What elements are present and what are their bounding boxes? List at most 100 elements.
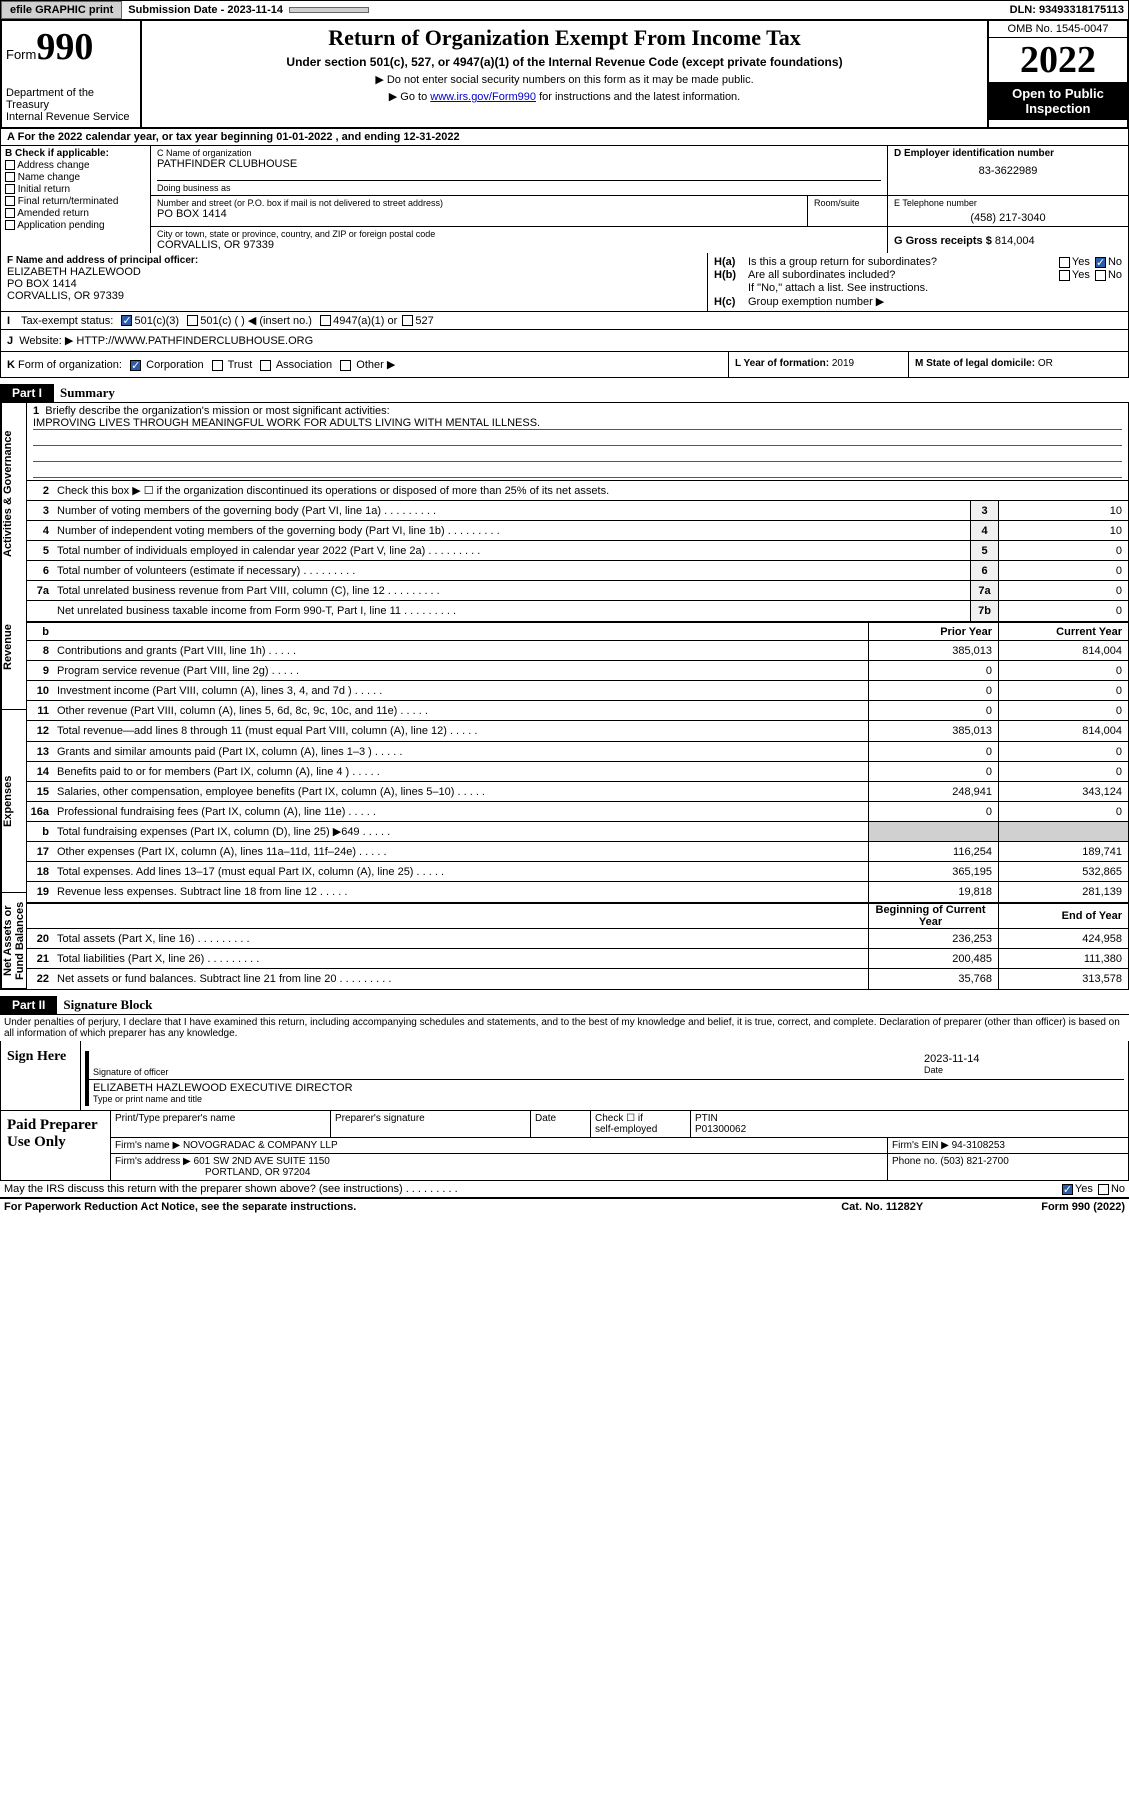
sig-name-label: Type or print name and title bbox=[93, 1094, 1124, 1104]
gross-label: G Gross receipts $ bbox=[894, 235, 995, 247]
cb-name-change[interactable]: Name change bbox=[5, 172, 146, 183]
part2-title: Signature Block bbox=[63, 997, 152, 1013]
org-name: PATHFINDER CLUBHOUSE bbox=[157, 158, 881, 170]
form-note1: ▶ Do not enter social security numbers o… bbox=[146, 73, 983, 86]
cb-assoc[interactable] bbox=[260, 360, 271, 371]
cb-527[interactable] bbox=[402, 315, 413, 326]
irs-link[interactable]: www.irs.gov/Form990 bbox=[430, 91, 536, 103]
discuss-yes[interactable] bbox=[1062, 1184, 1073, 1195]
cb-app-pending[interactable]: Application pending bbox=[5, 220, 146, 231]
officer-name: ELIZABETH HAZLEWOOD bbox=[7, 266, 701, 278]
hb-yes[interactable] bbox=[1059, 270, 1070, 281]
footer: For Paperwork Reduction Act Notice, see … bbox=[0, 1199, 1129, 1215]
ha-yes[interactable] bbox=[1059, 257, 1070, 268]
form-header: Form990 Department of the Treasury Inter… bbox=[0, 20, 1129, 129]
cb-address-change[interactable]: Address change bbox=[5, 160, 146, 171]
gov-row: 4Number of independent voting members of… bbox=[27, 521, 1128, 541]
sig-name: ELIZABETH HAZLEWOOD EXECUTIVE DIRECTOR bbox=[93, 1082, 1124, 1094]
col-c-org-info: C Name of organization PATHFINDER CLUBHO… bbox=[151, 146, 1128, 253]
year-formation: 2019 bbox=[832, 358, 854, 369]
tax-year: 2022 bbox=[989, 38, 1127, 82]
city-value: CORVALLIS, OR 97339 bbox=[157, 239, 881, 251]
side-expenses: Expenses bbox=[1, 710, 27, 893]
hb-no[interactable] bbox=[1095, 270, 1106, 281]
exp-row: 18Total expenses. Add lines 13–17 (must … bbox=[27, 862, 1128, 882]
firm-name: NOVOGRADAC & COMPANY LLP bbox=[183, 1140, 338, 1151]
submission-label: Submission Date - 2023-11-14 bbox=[122, 4, 289, 16]
net-row: 20Total assets (Part X, line 16)236,2534… bbox=[27, 929, 1128, 949]
cb-trust[interactable] bbox=[212, 360, 223, 371]
firm-ein: 94-3108253 bbox=[952, 1140, 1005, 1151]
eoy-hdr: End of Year bbox=[998, 904, 1128, 928]
gov-row: 2Check this box ▶ ☐ if the organization … bbox=[27, 481, 1128, 501]
gov-row: 7aTotal unrelated business revenue from … bbox=[27, 581, 1128, 601]
street-label: Number and street (or P.O. box if mail i… bbox=[157, 198, 801, 208]
form-note2: ▶ Go to www.irs.gov/Form990 for instruct… bbox=[146, 90, 983, 103]
officer-addr1: PO BOX 1414 bbox=[7, 278, 701, 290]
tel-value: (458) 217-3040 bbox=[894, 212, 1122, 224]
col-b-header: B Check if applicable: bbox=[5, 148, 146, 159]
side-revenue: Revenue bbox=[1, 585, 27, 710]
row-f-h: F Name and address of principal officer:… bbox=[0, 253, 1129, 312]
row-j-website: J Website: ▶ HTTP://WWW.PATHFINDERCLUBHO… bbox=[0, 330, 1129, 352]
sign-here-label: Sign Here bbox=[1, 1041, 81, 1110]
rev-row: 10Investment income (Part VIII, column (… bbox=[27, 681, 1128, 701]
cb-other[interactable] bbox=[340, 360, 351, 371]
net-row: 22Net assets or fund balances. Subtract … bbox=[27, 969, 1128, 989]
firm-addr: 601 SW 2ND AVE SUITE 1150 bbox=[194, 1156, 330, 1167]
efile-print-button[interactable]: efile GRAPHIC print bbox=[1, 1, 122, 19]
sig-date: 2023-11-14 bbox=[924, 1053, 1124, 1065]
form-label: Form bbox=[6, 47, 36, 62]
rev-row: 12Total revenue—add lines 8 through 11 (… bbox=[27, 721, 1128, 741]
side-governance: Activities & Governance bbox=[1, 403, 27, 585]
exp-row: 15Salaries, other compensation, employee… bbox=[27, 782, 1128, 802]
ha-no[interactable] bbox=[1095, 257, 1106, 268]
sig-officer-label: Signature of officer bbox=[93, 1067, 924, 1077]
form-title: Return of Organization Exempt From Incom… bbox=[146, 25, 983, 51]
top-bar: efile GRAPHIC print Submission Date - 20… bbox=[0, 0, 1129, 20]
summary-table: Activities & Governance Revenue Expenses… bbox=[0, 402, 1129, 990]
street-value: PO BOX 1414 bbox=[157, 208, 801, 220]
dept-treasury: Department of the Treasury bbox=[6, 87, 136, 111]
cb-4947[interactable] bbox=[320, 315, 331, 326]
main-info-block: B Check if applicable: Address change Na… bbox=[0, 146, 1129, 253]
officer-addr2: CORVALLIS, OR 97339 bbox=[7, 290, 701, 302]
bcy-hdr: Beginning of Current Year bbox=[868, 904, 998, 928]
ptin: P01300062 bbox=[695, 1124, 746, 1135]
cat-no: Cat. No. 11282Y bbox=[841, 1201, 1041, 1213]
cb-initial-return[interactable]: Initial return bbox=[5, 184, 146, 195]
omb-number: OMB No. 1545-0047 bbox=[989, 21, 1127, 38]
org-name-label: C Name of organization bbox=[157, 148, 881, 158]
dba-label: Doing business as bbox=[157, 183, 881, 193]
open-inspection: Open to Public Inspection bbox=[989, 82, 1127, 120]
discuss-row: May the IRS discuss this return with the… bbox=[0, 1181, 1129, 1199]
cb-501c[interactable] bbox=[187, 315, 198, 326]
gov-row: Net unrelated business taxable income fr… bbox=[27, 601, 1128, 621]
ein-value: 83-3622989 bbox=[894, 165, 1122, 177]
row-k-form-org: K Form of organization: Corporation Trus… bbox=[0, 352, 1129, 378]
city-label: City or town, state or province, country… bbox=[157, 229, 881, 239]
net-row: 21Total liabilities (Part X, line 26)200… bbox=[27, 949, 1128, 969]
part2-header: Part II bbox=[0, 996, 57, 1014]
dln: DLN: 93493318175113 bbox=[1010, 4, 1128, 16]
exp-row: 19Revenue less expenses. Subtract line 1… bbox=[27, 882, 1128, 902]
cb-amended[interactable]: Amended return bbox=[5, 208, 146, 219]
cb-corp[interactable] bbox=[130, 360, 141, 371]
form-subtitle: Under section 501(c), 527, or 4947(a)(1)… bbox=[146, 55, 983, 69]
gov-row: 5Total number of individuals employed in… bbox=[27, 541, 1128, 561]
rev-row: 8Contributions and grants (Part VIII, li… bbox=[27, 641, 1128, 661]
cb-501c3[interactable] bbox=[121, 315, 132, 326]
mission-text: IMPROVING LIVES THROUGH MEANINGFUL WORK … bbox=[33, 417, 1122, 430]
blank-button[interactable] bbox=[289, 7, 369, 13]
rev-row: 11Other revenue (Part VIII, column (A), … bbox=[27, 701, 1128, 721]
firm-phone: (503) 821-2700 bbox=[940, 1156, 1008, 1167]
row-i-tax-status: I Tax-exempt status: 501(c)(3) 501(c) ( … bbox=[0, 312, 1129, 330]
discuss-no[interactable] bbox=[1098, 1184, 1109, 1195]
form-number: 990 bbox=[36, 26, 93, 68]
side-net: Net Assets or Fund Balances bbox=[1, 893, 27, 989]
current-year-hdr: Current Year bbox=[998, 623, 1128, 640]
gross-value: 814,004 bbox=[995, 235, 1035, 247]
row-a-period: A For the 2022 calendar year, or tax yea… bbox=[0, 129, 1129, 146]
cb-final-return[interactable]: Final return/terminated bbox=[5, 196, 146, 207]
gov-row: 6Total number of volunteers (estimate if… bbox=[27, 561, 1128, 581]
